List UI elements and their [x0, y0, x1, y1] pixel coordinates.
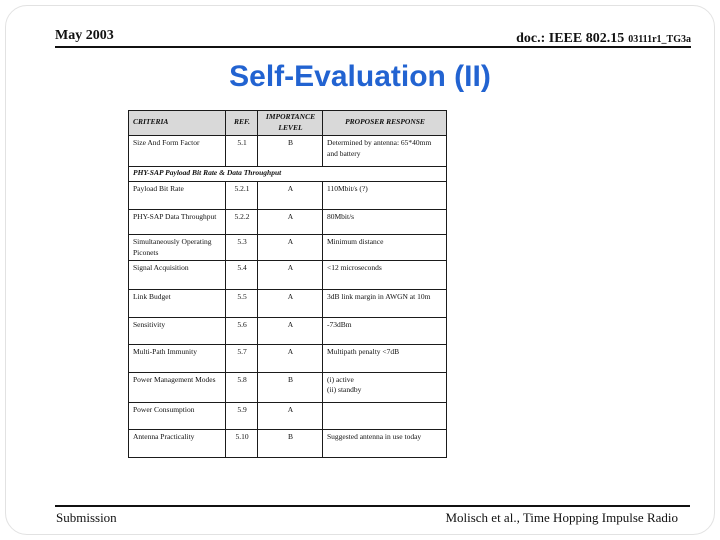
cell-importance: B [257, 134, 323, 167]
cell-importance: A [257, 233, 323, 261]
cell-response: <12 microseconds [322, 259, 447, 290]
page-title: Self-Evaluation (II) [229, 60, 491, 93]
cell-importance: A [257, 259, 323, 290]
header-doc-title: doc.: IEEE 802.15 [516, 31, 625, 46]
footer-submission: Submission [56, 510, 117, 525]
cell-ref: 5.3 [225, 233, 258, 261]
table-row: PHY-SAP Data Throughput 5.2.2 A 80Mbit/s [128, 208, 447, 235]
table-row: Power Consumption 5.9 A [128, 401, 447, 430]
cell-ref: 5.2.2 [225, 208, 258, 235]
cell-response: 80Mbit/s [322, 208, 447, 235]
cell-criteria: Power Consumption [128, 401, 226, 430]
cell-criteria: Multi-Path Immunity [128, 343, 226, 373]
cell-ref: 5.10 [225, 428, 258, 458]
table-row: Size And Form Factor 5.1 B Determined by… [128, 134, 447, 167]
cell-ref: 5.8 [225, 371, 258, 403]
self-evaluation-table: CRITERIA REF. IMPORTANCE LEVEL PROPOSER … [128, 110, 447, 458]
cell-importance: A [257, 288, 323, 318]
header-rule [55, 46, 691, 48]
cell-criteria: Antenna Practicality [128, 428, 226, 458]
table-row: Link Budget 5.5 A 3dB link margin in AWG… [128, 288, 447, 318]
header-date: May 2003 [55, 28, 114, 43]
cell-importance: A [257, 343, 323, 373]
cell-criteria: Signal Acquisition [128, 259, 226, 290]
table-section-row: PHY-SAP Payload Bit Rate & Data Throughp… [128, 165, 447, 182]
col-header-response: PROPOSER RESPONSE [322, 110, 447, 136]
table-row: Simultaneously Operating Piconets 5.3 A … [128, 233, 447, 261]
cell-criteria: Link Budget [128, 288, 226, 318]
cell-response: 110Mbit/s (?) [322, 180, 447, 210]
col-header-criteria: CRITERIA [128, 110, 226, 136]
header-doc-number: 03111r1_TG3a [628, 34, 691, 45]
cell-criteria: Payload Bit Rate [128, 180, 226, 210]
cell-ref: 5.9 [225, 401, 258, 430]
cell-importance: A [257, 401, 323, 430]
cell-ref: 5.5 [225, 288, 258, 318]
cell-criteria: Size And Form Factor [128, 134, 226, 167]
cell-response: Multipath penalty <7dB [322, 343, 447, 373]
cell-criteria: Sensitivity [128, 316, 226, 345]
footer-authors: Molisch et al., Time Hopping Impulse Rad… [445, 510, 678, 525]
table-row: Payload Bit Rate 5.2.1 A 110Mbit/s (?) [128, 180, 447, 210]
response-line: (ii) standby [327, 385, 362, 395]
cell-ref: 5.6 [225, 316, 258, 345]
cell-ref: 5.7 [225, 343, 258, 373]
cell-importance: B [257, 428, 323, 458]
cell-ref: 5.4 [225, 259, 258, 290]
cell-response: Minimum distance [322, 233, 447, 261]
cell-response: -73dBm [322, 316, 447, 345]
cell-response [322, 401, 447, 430]
cell-response: (i) active (ii) standby [322, 371, 447, 403]
cell-importance: B [257, 371, 323, 403]
cell-response: Determined by antenna: 65*40mm and batte… [322, 134, 447, 167]
table-row: Antenna Practicality 5.10 B Suggested an… [128, 428, 447, 458]
cell-ref: 5.1 [225, 134, 258, 167]
cell-ref: 5.2.1 [225, 180, 258, 210]
cell-criteria: Power Management Modes [128, 371, 226, 403]
cell-response: 3dB link margin in AWGN at 10m [322, 288, 447, 318]
cell-criteria: PHY-SAP Data Throughput [128, 208, 226, 235]
table-row: Signal Acquisition 5.4 A <12 microsecond… [128, 259, 447, 290]
response-line: (i) active [327, 374, 354, 384]
col-header-ref: REF. [225, 110, 258, 136]
col-header-importance: IMPORTANCE LEVEL [257, 110, 323, 136]
cell-importance: A [257, 180, 323, 210]
cell-response: Suggested antenna in use today [322, 428, 447, 458]
table-row: Power Management Modes 5.8 B (i) active … [128, 371, 447, 403]
footer-rule [55, 505, 690, 507]
cell-criteria: Simultaneously Operating Piconets [128, 233, 226, 261]
table-row: Multi-Path Immunity 5.7 A Multipath pena… [128, 343, 447, 373]
table-row: Sensitivity 5.6 A -73dBm [128, 316, 447, 345]
cell-importance: A [257, 208, 323, 235]
section-header: PHY-SAP Payload Bit Rate & Data Throughp… [128, 165, 447, 182]
header-doc: doc.: IEEE 802.15 03111r1_TG3a [516, 29, 691, 47]
table-header-row: CRITERIA REF. IMPORTANCE LEVEL PROPOSER … [128, 110, 447, 136]
cell-importance: A [257, 316, 323, 345]
